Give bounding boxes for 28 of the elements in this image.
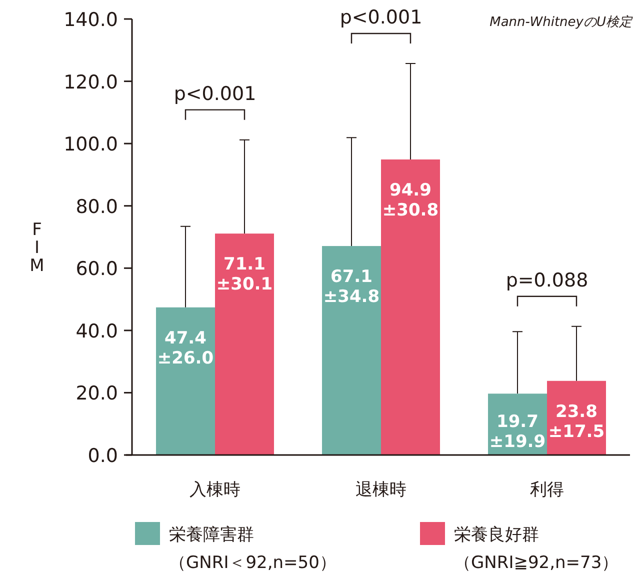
data-label: 67.1 ±34.8 bbox=[323, 267, 380, 308]
data-label: 71.1 ±30.1 bbox=[216, 254, 273, 295]
y-tick-label: 120.0 bbox=[64, 71, 118, 94]
annotation: p=0.088 bbox=[506, 269, 588, 292]
y-tick-label: 20.0 bbox=[76, 382, 118, 405]
x-tick-label: 退棟時 bbox=[356, 480, 406, 500]
data-label: 23.8 ±17.5 bbox=[548, 402, 605, 442]
legend-label: 栄養良好群（GNRI≧92,n=73） bbox=[454, 525, 619, 573]
legend-label: 栄養障害群（GNRI＜92,n=50） bbox=[169, 525, 336, 573]
bar bbox=[215, 234, 274, 455]
bar bbox=[381, 159, 440, 455]
annotation: p<0.001 bbox=[174, 82, 256, 105]
y-tick-label: 0.0 bbox=[88, 445, 118, 467]
bar bbox=[156, 307, 215, 455]
y-tick-label: 100.0 bbox=[64, 134, 118, 156]
y-tick-label: 60.0 bbox=[76, 258, 118, 280]
data-label: 47.4 ±26.0 bbox=[157, 328, 214, 368]
annotation: Mann-WhitneyのU検定 bbox=[490, 15, 633, 30]
y-axis-title: FIM bbox=[27, 220, 47, 274]
bar bbox=[322, 246, 381, 455]
data-label: 94.9 ±30.8 bbox=[382, 180, 439, 220]
annotation: p<0.001 bbox=[340, 6, 422, 29]
data-label: 19.7 ±19.9 bbox=[489, 412, 546, 452]
y-tick-label: 80.0 bbox=[76, 196, 118, 218]
x-tick-label: 利得 bbox=[530, 480, 564, 500]
y-tick-label: 40.0 bbox=[76, 320, 118, 342]
x-tick-label: 入棟時 bbox=[190, 480, 240, 500]
y-tick-label: 140.0 bbox=[64, 9, 118, 31]
